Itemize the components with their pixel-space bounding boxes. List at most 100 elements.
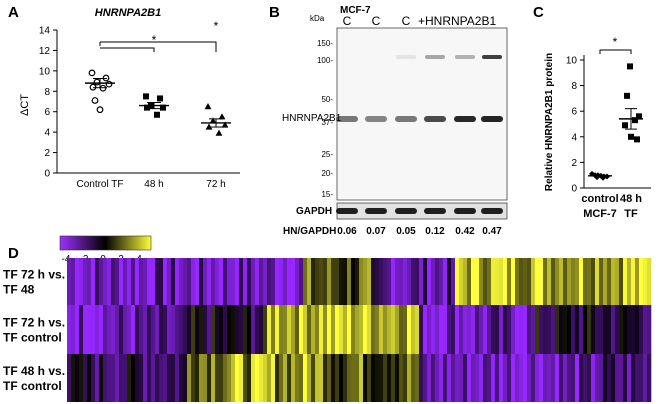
heatmap-row-label-line2: TF control [3, 331, 62, 345]
heatmap-cell [235, 354, 240, 402]
heatmap-cell [219, 305, 224, 354]
heatmap-cell [131, 258, 136, 305]
heatmap-cell [607, 305, 612, 354]
heatmap-cell [467, 305, 472, 354]
heatmap-cell [623, 305, 628, 354]
heatmap-cell [87, 354, 92, 402]
blot-band-hnrnpa2b1 [424, 116, 446, 122]
heatmap-cell [511, 305, 516, 354]
heatmap-cell [587, 305, 592, 354]
heatmap-cell [591, 305, 596, 354]
heatmap-cell [67, 258, 72, 305]
heatmap-cell [239, 258, 244, 305]
kda-label: kDa [310, 14, 325, 23]
panel-a-points [85, 69, 231, 136]
heatmap-cell [531, 258, 536, 305]
heatmap-cell [427, 258, 432, 305]
heatmap-cell [175, 354, 180, 402]
heatmap-row-label-line1: TF 72 h vs. [3, 268, 65, 282]
heatmap-cell [555, 354, 560, 402]
lane-label-hnrnpa2b1: +HNRNPA2B1 [418, 14, 496, 28]
c-ytick-label: 10 [566, 56, 578, 67]
blot-band-hnrnpa2b1 [365, 116, 387, 122]
a-point [144, 104, 150, 111]
panel-c-yticks: 0 2 4 6 8 10 [566, 56, 584, 195]
heatmap-cell [403, 354, 408, 402]
heatmap-cell [395, 258, 400, 305]
heatmap-cell [299, 354, 304, 402]
blot-marker-label: 15- [321, 190, 333, 199]
gapdh-band [336, 208, 358, 214]
heatmap-cell [223, 305, 228, 354]
heatmap-cell [275, 305, 280, 354]
heatmap-cell [323, 305, 328, 354]
heatmap-cell [175, 305, 180, 354]
c-ytick-label: 2 [571, 158, 577, 169]
heatmap-cell [499, 258, 504, 305]
heatmap-cell [251, 258, 256, 305]
heatmap-cell [339, 354, 344, 402]
a-ytick-label: 12 [39, 46, 51, 57]
heatmap-cell [615, 258, 620, 305]
heatmap-cell [291, 258, 296, 305]
heatmap-cell [595, 258, 600, 305]
blot-band-hnrnpa2b1 [336, 116, 358, 122]
gapdh-label: GAPDH [296, 206, 332, 217]
heatmap-cell [275, 354, 280, 402]
panel-c-ylabel: Relative HNRNPA2B1 protein [544, 53, 555, 191]
heatmap-cell [579, 258, 584, 305]
heatmap-cell [571, 354, 576, 402]
heatmap-cell [563, 354, 568, 402]
heatmap-cell [275, 258, 280, 305]
ratio-value: 0.47 [482, 226, 502, 237]
heatmap-cell [95, 305, 100, 354]
heatmap-cell [307, 258, 312, 305]
heatmap-cell [359, 354, 364, 402]
a-ytick-label: 4 [44, 128, 50, 139]
ratio-label: HN/GAPDH [283, 226, 336, 237]
heatmap-cell [535, 354, 540, 402]
heatmap-cell [471, 305, 476, 354]
heatmap-cell [591, 354, 596, 402]
heatmap-cell [431, 258, 436, 305]
heatmap-cell [335, 258, 340, 305]
c-ytick-label: 6 [571, 107, 577, 118]
heatmap-cell [143, 258, 148, 305]
lane-label-c3: C [402, 14, 411, 28]
heatmap-cell [395, 354, 400, 402]
heatmap-cell [579, 305, 584, 354]
a-point [204, 103, 212, 110]
a-point [218, 113, 226, 120]
heatmap-cell [603, 258, 608, 305]
heatmap-cell [447, 305, 452, 354]
heatmap-cell [371, 354, 376, 402]
heatmap-cell [523, 354, 528, 402]
heatmap-cell [283, 258, 288, 305]
heatmap-cell [495, 354, 500, 402]
heatmap-cell [619, 305, 624, 354]
heatmap-row-label-line1: TF 72 h vs. [3, 316, 65, 330]
heatmap-cell [199, 305, 204, 354]
heatmap-cell [291, 354, 296, 402]
heatmap-cell [627, 354, 632, 402]
heatmap-cell [119, 258, 124, 305]
c-point [636, 113, 642, 120]
heatmap-cell [623, 354, 628, 402]
panel-c-label: C [533, 4, 544, 21]
heatmap-cell [167, 354, 172, 402]
heatmap-cell [91, 305, 96, 354]
heatmap-cell [351, 354, 356, 402]
a-point [157, 95, 163, 102]
heatmap-cell [575, 258, 580, 305]
heatmap-cell [507, 305, 512, 354]
heatmap-cell [315, 258, 320, 305]
a-ytick-label: 14 [39, 26, 51, 37]
heatmap-cell [535, 258, 540, 305]
heatmap-cell [223, 354, 228, 402]
heatmap-cell [331, 258, 336, 305]
heatmap-cell [587, 354, 592, 402]
heatmap-cell [287, 258, 292, 305]
heatmap-cell [191, 354, 196, 402]
heatmap-cell [395, 305, 400, 354]
heatmap-cell [75, 305, 80, 354]
